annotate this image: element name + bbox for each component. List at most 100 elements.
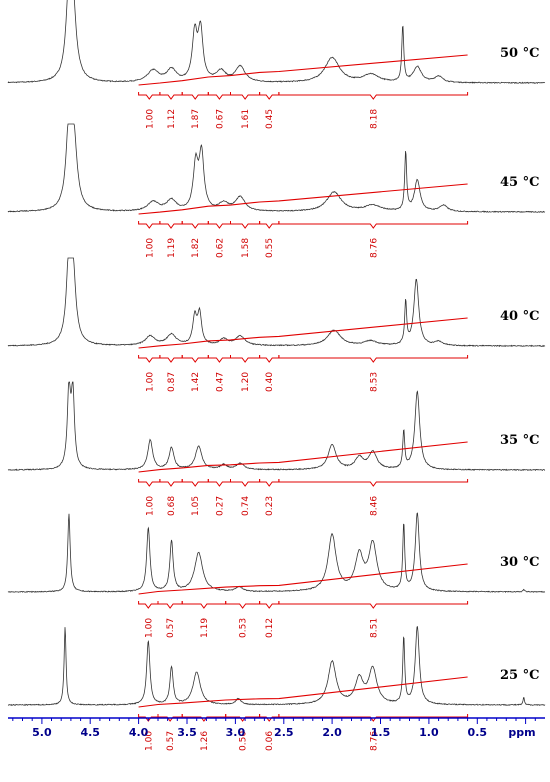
integral-value: 1.05 (191, 496, 201, 516)
tick-label: 1.0 (419, 726, 439, 739)
integral-bracket (138, 221, 161, 229)
integral-value: 8.76 (369, 238, 379, 258)
integral-region: 0.68 (159, 479, 183, 516)
tick-label: 1.5 (371, 726, 391, 739)
spectrum-panel: 25 °C 1.00 0.57 1.26 0.50 0.06 8.76 (7, 626, 546, 751)
integral-region: 0.27 (207, 479, 231, 516)
integral-value: 8.46 (369, 496, 379, 516)
integral-region: 1.00 (138, 479, 161, 516)
integral-value: 8.53 (369, 372, 379, 392)
spectrum-panel: 30 °C 1.00 0.57 1.19 0.53 0.12 8.51 (7, 512, 546, 638)
integral-value: 1.19 (167, 238, 177, 258)
integral-region: 8.51 (278, 601, 469, 638)
integral-region: 1.00 (138, 601, 159, 638)
integral-value: 1.58 (241, 238, 251, 258)
integral-value: 1.82 (191, 238, 201, 258)
integral-bracket (278, 601, 469, 609)
spectrum-panel: 50 °C 1.00 1.12 1.87 0.67 1.61 0.45 8.18 (7, 0, 546, 129)
integral-value: 0.87 (167, 372, 177, 392)
integral-value: 8.18 (369, 109, 379, 129)
integral-bracket (230, 221, 261, 229)
spectrum-panel: 35 °C 1.00 0.68 1.05 0.27 0.74 0.23 8.46 (7, 381, 546, 516)
integral-bracket (230, 355, 261, 363)
temperature-label: 35 °C (500, 433, 539, 448)
integral-bracket (138, 355, 161, 363)
integral-value: 1.00 (145, 109, 155, 129)
integral-curve (138, 441, 468, 473)
integral-bracket (207, 355, 231, 363)
integral-value: 0.27 (215, 496, 225, 516)
integral-bracket (207, 479, 231, 487)
tick-label: 2.0 (322, 726, 342, 739)
integral-region: 1.00 (138, 92, 161, 129)
integral-region: 1.19 (159, 221, 183, 258)
integral-region: 0.45 (259, 92, 280, 129)
integral-value: 0.47 (215, 372, 225, 392)
integral-value: 8.51 (369, 618, 379, 638)
axis-unit-label: ppm (508, 726, 535, 739)
integral-bracket (259, 355, 280, 363)
integral-curve (138, 676, 468, 708)
integral-bracket (259, 92, 280, 100)
tick-label: 3.5 (177, 726, 197, 739)
spectrum-trace (7, 381, 546, 472)
integral-region: 8.46 (278, 479, 469, 516)
integral-value: 1.00 (145, 238, 155, 258)
integral-bracket (259, 479, 280, 487)
integral-curve (138, 54, 468, 86)
temperature-label: 45 °C (500, 175, 539, 190)
integral-value: 1.42 (191, 372, 201, 392)
integral-region: 8.76 (278, 221, 469, 258)
tick-label: 4.5 (80, 726, 100, 739)
integral-region: 1.20 (230, 355, 261, 392)
integral-bracket (278, 714, 469, 722)
integral-value: 1.00 (145, 372, 155, 392)
spectrum-trace (7, 257, 546, 348)
temperature-label: 50 °C (500, 46, 539, 61)
integral-region: 1.61 (230, 92, 261, 129)
integral-bracket (230, 479, 261, 487)
integral-value: 1.12 (167, 109, 177, 129)
integral-region: 0.47 (207, 355, 231, 392)
spectra-layer: 50 °C 1.00 1.12 1.87 0.67 1.61 0.45 8.18 45 °C 1.… (7, 0, 546, 751)
tick-label: 2.5 (274, 726, 294, 739)
integral-value: 0.45 (265, 109, 275, 129)
integral-value: 0.12 (265, 618, 275, 638)
integral-region: 1.00 (138, 221, 161, 258)
tick-label: 4.0 (129, 726, 149, 739)
integral-value: 1.00 (144, 731, 154, 751)
integral-bracket (278, 355, 469, 363)
integral-bracket (230, 92, 261, 100)
integral-bracket (181, 355, 209, 363)
integral-region: 0.57 (157, 601, 183, 638)
integral-bracket (181, 601, 227, 609)
integral-bracket (181, 479, 209, 487)
integral-region: 8.18 (278, 92, 469, 129)
integral-bracket (207, 221, 231, 229)
integral-region: 0.87 (159, 355, 183, 392)
integral-region: 0.74 (230, 479, 261, 516)
integral-region: 1.42 (181, 355, 209, 392)
integral-region: 0.55 (259, 221, 280, 258)
integral-value: 0.67 (215, 109, 225, 129)
integral-region: 1.00 (138, 355, 161, 392)
integral-region: 1.05 (181, 479, 209, 516)
tick-label: 0.5 (468, 726, 488, 739)
integral-value: 0.68 (167, 496, 177, 516)
integral-bracket (138, 601, 159, 609)
temperature-label: 25 °C (500, 668, 539, 683)
integral-value: 0.53 (239, 618, 249, 638)
integral-bracket (259, 601, 280, 609)
integral-region: 0.62 (207, 221, 231, 258)
integral-region: 1.19 (181, 601, 227, 638)
temperature-label: 40 °C (500, 309, 539, 324)
spectrum-trace (7, 626, 546, 706)
integral-bracket (225, 601, 261, 609)
integral-bracket (278, 92, 469, 100)
integral-value: 0.55 (265, 238, 275, 258)
integral-value: 0.57 (166, 618, 176, 638)
integral-value: 0.57 (166, 731, 176, 751)
integral-curve (138, 317, 468, 349)
integral-bracket (278, 479, 469, 487)
